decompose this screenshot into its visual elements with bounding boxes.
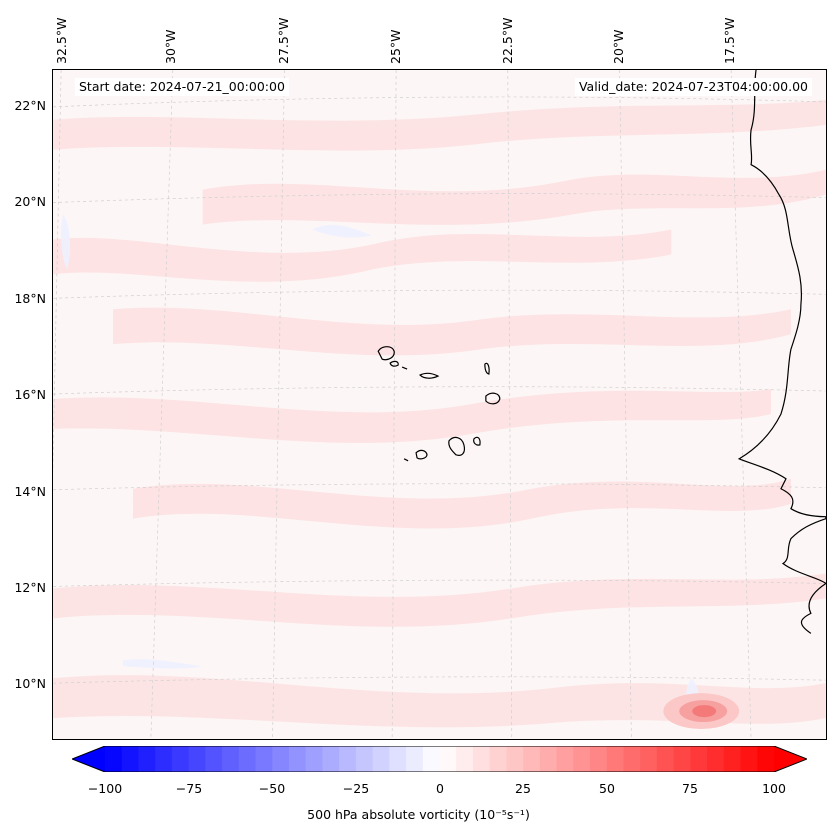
lat-label: 20°N	[14, 194, 46, 209]
colorbar-tick: 100	[762, 781, 786, 796]
colorbar-cell	[673, 746, 691, 772]
colorbar-tick: 50	[599, 781, 615, 796]
colorbar-tick: 75	[682, 781, 698, 796]
positive-vorticity-bands	[53, 99, 826, 728]
colorbar-cell	[222, 746, 240, 772]
cape-verde-sao-vicente	[389, 360, 399, 367]
lon-label: 27.5°W	[276, 17, 291, 64]
lat-label: 12°N	[14, 580, 46, 595]
colorbar-cell	[590, 746, 608, 772]
colorbar-cell	[757, 746, 775, 772]
cape-verde-maio	[473, 436, 481, 446]
colorbar-cell	[105, 746, 123, 772]
start-date-label: Start date: 2024-07-21_00:00:00	[75, 78, 289, 96]
colorbar-cell	[623, 746, 641, 772]
lon-label: 22.5°W	[500, 17, 515, 64]
colorbar-tick: 25	[515, 781, 531, 796]
colorbar-tick: −75	[175, 781, 203, 796]
graticule	[53, 70, 826, 739]
colorbar-cell	[121, 746, 139, 772]
colorbar-cell	[372, 746, 390, 772]
colorbar-cell	[740, 746, 758, 772]
colorbar-max-extension	[774, 746, 807, 772]
colorbar-cell	[288, 746, 307, 772]
lon-label: 32.5°W	[54, 17, 69, 64]
lat-label: 16°N	[14, 387, 46, 402]
cape-verde-fogo	[415, 449, 428, 460]
colorbar-cell	[155, 746, 173, 772]
lat-label: 10°N	[14, 676, 46, 691]
cape-verde-santa-luzia	[401, 366, 408, 370]
africa-coastline	[737, 70, 826, 634]
colorbar-cell	[355, 746, 374, 772]
colorbar-cell	[439, 746, 457, 772]
colorbar-cell	[138, 746, 156, 772]
colorbar-cell	[472, 746, 491, 772]
lon-label: 17.5°W	[722, 17, 737, 64]
cape-verde-boa-vista	[485, 392, 501, 405]
lat-label: 14°N	[14, 484, 46, 499]
colorbar-label: 500 hPa absolute vorticity (10⁻⁵s⁻¹)	[307, 807, 530, 822]
map-panel	[52, 69, 827, 740]
colorbar-cell	[606, 746, 624, 772]
colorbar-cell	[506, 746, 524, 772]
colorbar	[72, 746, 807, 772]
colorbar-cell	[573, 746, 591, 772]
colorbar-cell	[255, 746, 273, 772]
lat-label: 18°N	[14, 291, 46, 306]
colorbar-cell	[422, 746, 440, 772]
lon-label: 30°W	[163, 29, 178, 64]
colorbar-cell	[707, 746, 725, 772]
lon-label: 20°W	[611, 29, 626, 64]
cape-verde-sao-nicolau	[419, 372, 440, 379]
colorbar-tick: −25	[342, 781, 370, 796]
cape-verde-santo-antao	[377, 346, 395, 361]
colorbar-cell	[690, 746, 708, 772]
colorbar-cell	[723, 746, 742, 772]
colorbar-cell	[389, 746, 407, 772]
colorbar-cell	[205, 746, 223, 772]
cape-verde-santiago	[448, 436, 466, 456]
colorbar-cell	[171, 746, 190, 772]
colorbar-cell	[272, 746, 290, 772]
colorbar-cell	[305, 746, 323, 772]
colorbar-cell	[238, 746, 257, 772]
cape-verde-sal	[484, 362, 490, 375]
vorticity-maximum	[663, 693, 740, 730]
coastlines	[377, 70, 826, 634]
colorbar-cell	[539, 746, 558, 772]
valid-date-label: Valid_date: 2024-07-23T04:00:00.00	[574, 78, 812, 96]
colorbar-cell	[339, 746, 357, 772]
colorbar-min-extension	[72, 746, 105, 772]
colorbar-cell	[556, 746, 574, 772]
cape-verde-brava	[403, 458, 409, 462]
colorbar-cell	[489, 746, 507, 772]
lat-label: 22°N	[14, 98, 46, 113]
colorbar-tick: −50	[258, 781, 286, 796]
colorbar-cell	[322, 746, 340, 772]
colorbar-cell	[188, 746, 206, 772]
lon-label: 25°W	[388, 29, 403, 64]
colorbar-tick: 0	[436, 781, 444, 796]
colorbar-cell	[640, 746, 658, 772]
colorbar-cell	[456, 746, 474, 772]
vorticity-field-map	[53, 70, 826, 739]
colorbar-cell	[406, 746, 424, 772]
colorbar-tick: −100	[87, 781, 123, 796]
colorbar-cell	[656, 746, 675, 772]
colorbar-cells	[72, 746, 807, 772]
colorbar-cell	[523, 746, 541, 772]
